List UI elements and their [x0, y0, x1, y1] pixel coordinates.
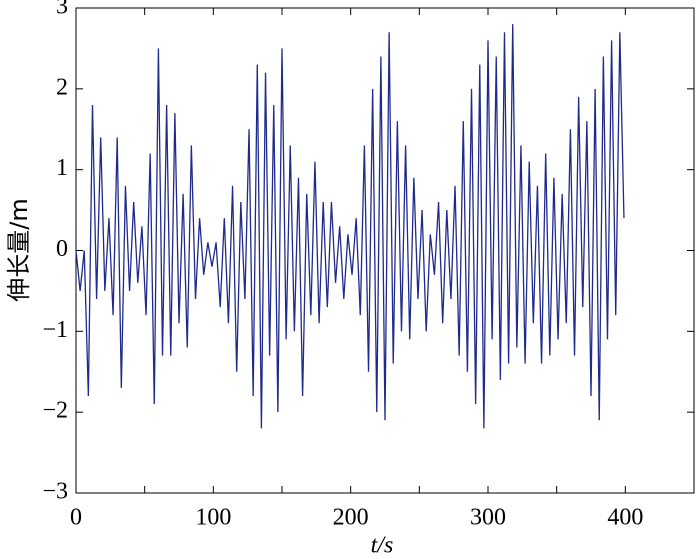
x-tick-label: 200 [333, 505, 369, 531]
y-tick-label: 0 [56, 236, 68, 262]
y-tick-label: −2 [42, 398, 68, 424]
y-tick-label: −1 [42, 317, 68, 343]
x-tick-label: 100 [195, 505, 231, 531]
y-tick-label: 3 [56, 0, 68, 20]
x-axis-label: t/s [371, 533, 394, 559]
y-tick-label: 1 [56, 155, 68, 181]
x-tick-label: 300 [470, 505, 506, 531]
data-line [75, 24, 625, 429]
y-tick-label: 2 [56, 74, 68, 100]
x-tick-label: 0 [70, 505, 82, 531]
y-tick-label: −3 [42, 479, 68, 505]
y-axis-label: 伸长量/m [5, 198, 33, 301]
x-tick-label: 400 [607, 505, 643, 531]
